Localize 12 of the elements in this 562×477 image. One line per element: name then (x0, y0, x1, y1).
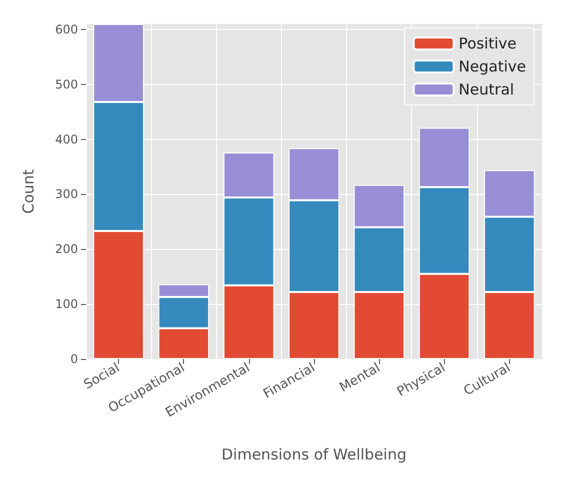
y-tick-label: 0 (70, 352, 78, 366)
y-tick-label: 400 (55, 132, 78, 146)
legend-label: Neutral (458, 80, 514, 98)
y-tick-label: 600 (55, 22, 78, 36)
y-tick-label: 200 (55, 242, 78, 256)
y-axis-title: Count (20, 169, 38, 214)
legend-label: Positive (458, 34, 517, 52)
y-tick-label: 500 (55, 77, 78, 92)
y-tick-label: 100 (55, 297, 78, 312)
x-axis-title: Dimensions of Wellbeing (221, 446, 407, 464)
legend-label: Negative (458, 58, 526, 76)
y-tick-label: 300 (55, 187, 78, 202)
